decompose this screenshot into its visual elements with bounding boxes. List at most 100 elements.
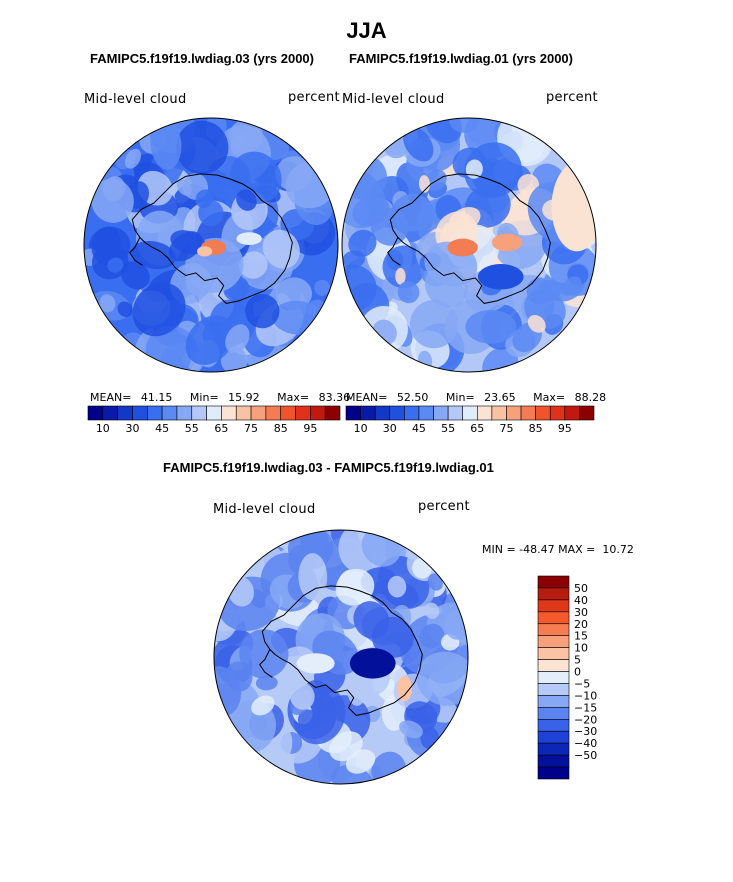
panel-2-stats: MEAN= 52.50 Min= 23.65 Max= 88.28 [346,391,606,404]
panel-1-colorbar-tick-label: 65 [214,422,228,435]
panel-1-colorbar-tick-label: 30 [125,422,139,435]
panel-1-map-contour-cell [132,282,186,337]
panel-2-colorbar-swatch [418,405,434,421]
panel-1-colorbar-swatch [265,405,282,421]
panel-1-map-contour-cell [99,294,116,313]
panel-1-map-feature-cell [236,232,262,245]
panel-2-map-coastline [389,173,551,304]
diff-colorbar-swatch [537,695,570,708]
panel-2-colorbar-tick-label: 55 [441,422,455,435]
diff-minmax: MIN = -48.47 MAX = 10.72 [482,543,634,556]
panel-1-colorbar-tick-label: 95 [303,422,317,435]
panel-2-colorbar: 10 30 45 55 65 75 85 95 [345,405,595,435]
diff-colorbar-tick-label: 20 [574,618,588,631]
panel-1-map-contour-cell [91,226,121,264]
diff-colorbar-swatch [537,730,570,744]
diff-panel-map-contour-cell [427,573,443,591]
panel-2-map-contour-cell [348,229,377,258]
diff-panel-map-contour-cell [387,575,407,598]
panel-2-map-contour-cell [425,169,447,191]
diff-colorbar-tick-label: 40 [574,594,588,607]
panel-1-colorbar-swatch [221,405,237,421]
diff-colorbar-swatch [537,635,570,648]
diff-panel-map-border [213,529,469,785]
panel-1-colorbar-swatch [324,405,341,421]
panel-2-mean-value: 52.50 [396,391,429,404]
panel-1-map-contour-cell [117,301,133,317]
diff-colorbar-swatch [537,766,570,780]
panel-1-colorbar-swatch [102,405,118,421]
panel-2-map-contour-cell [465,159,483,179]
panel-1-map-contour-cell [229,119,264,152]
panel-2-min-value: 23.65 [484,391,516,404]
diff-colorbar-swatch [537,683,570,696]
panel-1-map-contour-cell [236,189,257,211]
panel-2-colorbar-swatch [506,405,522,421]
panel-1-colorbar-swatch [132,405,148,421]
diff-colorbar-tick-label: 5 [574,654,581,667]
panel-1-map-contour-cell [195,189,214,209]
panel-1-colorbar-swatch [117,405,133,421]
diff-colorbar-swatch [537,611,570,625]
panel-2-colorbar-swatch [491,405,507,421]
panel-1-colorbar-swatch [295,405,311,421]
panel-1-map-contour-cell [245,293,280,329]
panel-2-map-feature-cell [447,238,478,257]
panel-2-colorbar-swatch [389,405,405,421]
panel-1-colorbar-tick-label: 10 [96,422,110,435]
panel-1-colorbar-tick-label: 75 [244,422,258,435]
diff-panel-map-contour-cell [255,675,278,691]
panel-2-map-contour-cell [395,267,406,285]
panel-2-map-contour-cell [390,193,434,232]
diff-colorbar-swatch [537,647,570,660]
diff-colorbar-tick-label: −15 [574,701,597,714]
diff-panel-map-contour-cell [419,623,445,649]
diff-colorbar-tick-label: −50 [574,749,597,762]
panel-2-colorbar-swatch [447,405,464,421]
panel-1-title: FAMIPC5.f19f19.lwdiag.03 (yrs 2000) [90,51,314,66]
panel-2-colorbar-swatch [520,405,536,421]
panel-2-map-contour-cell [403,126,434,162]
diff-colorbar-tick-label: −30 [574,725,597,738]
panel-1-max-label: Max= [277,391,310,404]
panel-1-colorbar-swatch [176,405,193,421]
diff-panel-map-contour-cell [399,720,423,739]
diff-panel-map-feature-cell [296,653,335,674]
page-title: JJA [346,18,387,43]
panel-2-colorbar-swatch [404,405,420,421]
panel-2-map-contour-cell [352,195,390,227]
panel-2-map-contour-cell [465,309,517,344]
panel-2-colorbar-tick-label: 30 [383,422,397,435]
panel-2-colorbar-swatch [549,405,566,421]
panel-2-colorbar-swatch [374,405,391,421]
panel-1-map-contour-cell [131,240,176,270]
panel-1-colorbar-swatch [87,405,104,421]
panel-2-colorbar-tick-label: 75 [499,422,513,435]
panel-2-map-feature-cell [551,162,596,252]
panel-2-map-contour-cell [526,278,553,305]
panel-1-map-contour-cell [175,120,229,175]
panel-2-map-feature-cell [477,264,524,290]
diff-units-label: percent [418,499,470,514]
diff-colorbar-tick-label: 30 [574,606,588,619]
panel-1-colorbar-tick-label: 45 [155,422,169,435]
panel-1-colorbar-swatch [280,405,296,421]
diff-panel-map-contour-cell [331,765,374,784]
panel-1-colorbar-swatch [191,405,207,421]
panel-2-colorbar-swatch [345,405,361,421]
panel-1-colorbar-swatch [206,405,222,421]
panel-1-map-contour-cell [91,178,134,223]
diff-colorbar-swatch [537,754,570,768]
panel-1-map-contour-cell [225,324,250,354]
diff-colorbar-tick-label: −5 [574,677,590,690]
panel-1-colorbar-swatch [235,405,252,421]
diff-colorbar-tick-label: −40 [574,737,597,750]
panel-2-colorbar-tick-label: 65 [470,422,484,435]
panel-2-colorbar-swatch [579,405,595,421]
panel-1-map-contour-cell [120,261,150,290]
diff-colorbar-swatch [537,575,570,589]
panel-1-map-contour-cell [176,179,192,196]
diff-panel-title: FAMIPC5.f19f19.lwdiag.03 - FAMIPC5.f19f1… [163,460,494,475]
panel-1-colorbar-swatch [310,405,326,421]
